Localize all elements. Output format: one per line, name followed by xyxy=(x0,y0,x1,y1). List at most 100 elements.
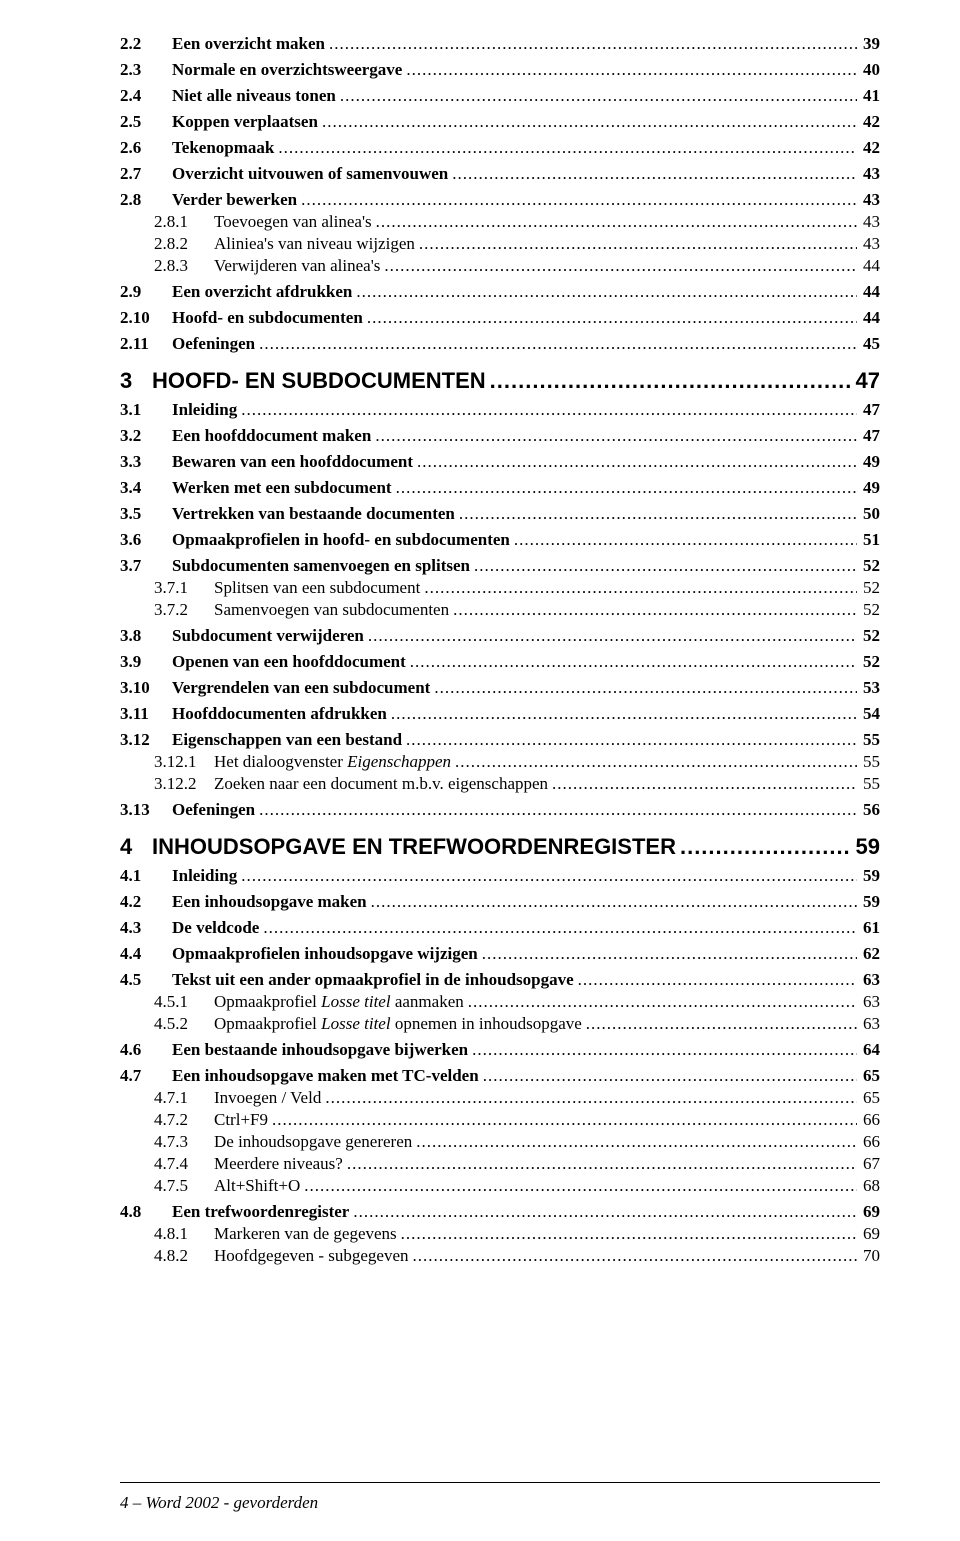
toc-title-italic: Eigenschappen xyxy=(347,752,451,771)
toc-number: 4.3 xyxy=(120,918,172,938)
toc-title: Opmaakprofielen inhoudsopgave wijzigen xyxy=(172,944,482,964)
toc-number: 4.8.2 xyxy=(154,1246,214,1266)
toc-entry: 4.5.1Opmaakprofiel Losse titel aanmaken6… xyxy=(154,992,880,1012)
toc-entry: 2.8.2Aliniea's van niveau wijzigen 43 xyxy=(154,234,880,254)
toc-leader-dots xyxy=(406,730,857,750)
toc-leader-dots xyxy=(578,970,857,990)
toc-number: 2.8.2 xyxy=(154,234,214,254)
toc-entry: 3.3Bewaren van een hoofddocument49 xyxy=(120,452,880,472)
toc-title: Subdocumenten samenvoegen en splitsen xyxy=(172,556,474,576)
toc-number: 3.7.1 xyxy=(154,578,214,598)
toc-number: 2.7 xyxy=(120,164,172,184)
toc-leader-dots xyxy=(472,1040,857,1060)
toc-title: Aliniea's van niveau wijzigen xyxy=(214,234,419,254)
toc-title: De veldcode xyxy=(172,918,263,938)
toc-title: Opmaakprofiel Losse titel aanmaken xyxy=(214,992,468,1012)
toc-title: Een overzicht afdrukken xyxy=(172,282,356,302)
toc-entry: 3.9Openen van een hoofddocument52 xyxy=(120,652,880,672)
toc-page-number: 69 xyxy=(857,1224,880,1244)
toc-entry: 2.3Normale en overzichtsweergave40 xyxy=(120,60,880,80)
toc-leader-dots xyxy=(413,1246,858,1266)
toc-title: Tekst uit een ander opmaakprofiel in de … xyxy=(172,970,578,990)
toc-page-number: 45 xyxy=(857,334,880,354)
toc-page-number: 54 xyxy=(857,704,880,724)
footer-rule xyxy=(120,1482,880,1483)
toc-leader-dots xyxy=(391,704,857,724)
toc-title: Vergrendelen van een subdocument xyxy=(172,678,434,698)
page-footer: 4 – Word 2002 - gevorderden xyxy=(120,1482,880,1513)
toc-page-number: 44 xyxy=(857,256,880,276)
toc-leader-dots xyxy=(340,86,857,106)
toc-leader-dots xyxy=(490,368,850,394)
toc-entry: 4.4Opmaakprofielen inhoudsopgave wijzige… xyxy=(120,944,880,964)
toc-entry: 2.6Tekenopmaak42 xyxy=(120,138,880,158)
toc-page-number: 50 xyxy=(857,504,880,524)
toc-page-number: 41 xyxy=(857,86,880,106)
toc-entry: 4.7.4Meerdere niveaus?67 xyxy=(154,1154,880,1174)
toc-leader-dots xyxy=(259,800,857,820)
toc-number: 2.6 xyxy=(120,138,172,158)
toc-entry: 3.7.1Splitsen van een subdocument52 xyxy=(154,578,880,598)
toc-number: 4.5 xyxy=(120,970,172,990)
toc-title: Verder bewerken xyxy=(172,190,301,210)
toc-title: Hoofdgegeven - subgegeven xyxy=(214,1246,413,1266)
toc-title: Opmaakprofielen in hoofd- en subdocument… xyxy=(172,530,514,550)
toc-entry: 2.9Een overzicht afdrukken44 xyxy=(120,282,880,302)
toc-entry: 4.1Inleiding59 xyxy=(120,866,880,886)
toc-entry: 3.8Subdocument verwijderen52 xyxy=(120,626,880,646)
toc-title: Overzicht uitvouwen of samenvouwen xyxy=(172,164,452,184)
toc-page-number: 61 xyxy=(857,918,880,938)
toc-number: 2.8.3 xyxy=(154,256,214,276)
toc-number: 3.12 xyxy=(120,730,172,750)
toc-title: Koppen verplaatsen xyxy=(172,112,322,132)
toc-leader-dots xyxy=(552,774,857,794)
toc-title: Ctrl+F9 xyxy=(214,1110,272,1130)
toc-title: Meerdere niveaus? xyxy=(214,1154,347,1174)
toc-leader-dots xyxy=(455,752,857,772)
toc-page-number: 44 xyxy=(857,282,880,302)
toc-entry: 3.12.1Het dialoogvenster Eigenschappen55 xyxy=(154,752,880,772)
toc-entry: 3.7.2Samenvoegen van subdocumenten52 xyxy=(154,600,880,620)
toc-entry: 4.7.2Ctrl+F966 xyxy=(154,1110,880,1130)
toc-number: 4.4 xyxy=(120,944,172,964)
toc-entry: 2.7Overzicht uitvouwen of samenvouwen43 xyxy=(120,164,880,184)
toc-title: Markeren van de gegevens xyxy=(214,1224,401,1244)
toc-leader-dots xyxy=(301,190,857,210)
toc-entry: 2.8Verder bewerken43 xyxy=(120,190,880,210)
toc-entry: 2.5Koppen verplaatsen42 xyxy=(120,112,880,132)
toc-title: Niet alle niveaus tonen xyxy=(172,86,340,106)
toc-leader-dots xyxy=(356,282,857,302)
toc-entry: 2.11Oefeningen45 xyxy=(120,334,880,354)
toc-title: Inleiding xyxy=(172,866,241,886)
toc-title: Vertrekken van bestaande documenten xyxy=(172,504,459,524)
toc-title: Het dialoogvenster Eigenschappen xyxy=(214,752,455,772)
toc-entry: 2.10Hoofd- en subdocumenten44 xyxy=(120,308,880,328)
toc-leader-dots xyxy=(329,34,857,54)
toc-leader-dots xyxy=(416,1132,857,1152)
toc-entry: 4.7.3De inhoudsopgave genereren66 xyxy=(154,1132,880,1152)
toc-page-number: 47 xyxy=(850,368,880,394)
toc-entry: 4.5Tekst uit een ander opmaakprofiel in … xyxy=(120,970,880,990)
toc-entry: 3.13Oefeningen56 xyxy=(120,800,880,820)
toc-page-number: 55 xyxy=(857,774,880,794)
toc-page-number: 49 xyxy=(857,452,880,472)
toc-number: 4.7.2 xyxy=(154,1110,214,1130)
toc-title: Oefeningen xyxy=(172,800,259,820)
toc-leader-dots xyxy=(406,60,857,80)
toc-entry: 3.2Een hoofddocument maken47 xyxy=(120,426,880,446)
toc-number: 3 xyxy=(120,368,152,394)
toc-leader-dots xyxy=(325,1088,857,1108)
toc-page-number: 52 xyxy=(857,556,880,576)
toc-entry: 4.6Een bestaande inhoudsopgave bijwerken… xyxy=(120,1040,880,1060)
toc-page-number: 66 xyxy=(857,1132,880,1152)
toc-entry: 2.8.3Verwijderen van alinea's44 xyxy=(154,256,880,276)
footer-text: 4 – Word 2002 - gevorderden xyxy=(120,1493,880,1513)
toc-leader-dots xyxy=(417,452,857,472)
toc-title: INHOUDSOPGAVE EN TREFWOORDENREGISTER xyxy=(152,834,680,860)
toc-entry: 3.7Subdocumenten samenvoegen en splitsen… xyxy=(120,556,880,576)
toc-leader-dots xyxy=(474,556,857,576)
toc-page-number: 43 xyxy=(857,234,880,254)
toc-page-number: 68 xyxy=(857,1176,880,1196)
toc-number: 3.13 xyxy=(120,800,172,820)
toc-title: Werken met een subdocument xyxy=(172,478,396,498)
